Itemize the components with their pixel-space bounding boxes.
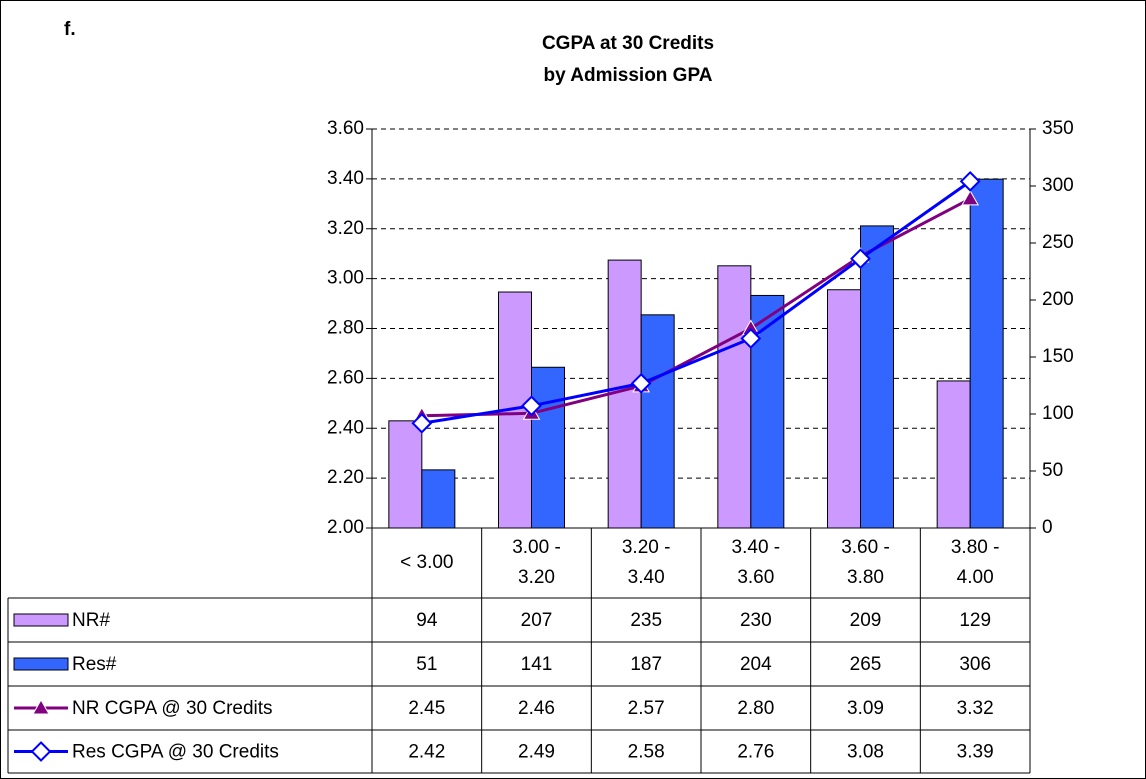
bar xyxy=(860,225,894,529)
table-value: 2.57 xyxy=(628,698,665,719)
marker xyxy=(521,395,542,417)
table-value: 2.42 xyxy=(408,742,445,763)
table-value: 3.32 xyxy=(957,698,994,719)
table-value: 2.58 xyxy=(628,742,665,763)
y-tick-label: 2.80 xyxy=(327,318,364,339)
table-value: 3.39 xyxy=(957,742,994,763)
table-value: 265 xyxy=(850,654,882,675)
x-tick-label: 3.00 - 3.20 xyxy=(512,537,561,588)
table-value: 204 xyxy=(740,654,772,675)
y-tick-label: 3.60 xyxy=(327,118,364,139)
marker xyxy=(740,328,762,349)
marker xyxy=(961,189,980,206)
table-value: 2.45 xyxy=(408,698,445,719)
table-value: 306 xyxy=(959,654,991,675)
table-value: 129 xyxy=(959,610,991,631)
marker xyxy=(630,372,652,394)
y-tick-label: 2.40 xyxy=(327,417,364,438)
table-value: 235 xyxy=(630,610,662,631)
bar xyxy=(531,366,565,529)
legend-label: NR# xyxy=(72,610,110,631)
table-value: 187 xyxy=(630,654,662,675)
y-tick-label: 3.00 xyxy=(327,268,364,289)
marker xyxy=(411,412,433,434)
table-value: 2.76 xyxy=(737,742,774,763)
legend-marker xyxy=(32,698,50,715)
legend-label: Res# xyxy=(72,654,117,675)
table-value: 207 xyxy=(521,610,553,631)
y-tick-label: 3.20 xyxy=(327,218,364,239)
line xyxy=(421,180,972,425)
bar xyxy=(717,265,752,529)
x-tick-label: 3.20 - 3.40 xyxy=(621,537,671,588)
y-tick-label: 2.00 xyxy=(327,517,364,538)
marker xyxy=(850,248,871,270)
table-value: 209 xyxy=(850,610,882,631)
bar xyxy=(936,380,971,529)
bar xyxy=(640,314,675,529)
x-tick-label: 3.60 - 3.80 xyxy=(841,537,890,588)
bar xyxy=(421,469,456,529)
table-value: 141 xyxy=(521,654,553,675)
bar xyxy=(969,178,1004,529)
y2-tick-label: 200 xyxy=(1042,289,1074,310)
y-tick-label: 2.60 xyxy=(327,367,364,388)
chart-subtitle: by Admission GPA xyxy=(544,65,713,86)
y-tick-label: 3.40 xyxy=(327,168,364,189)
y2-tick-label: 350 xyxy=(1042,118,1074,139)
legend-marker xyxy=(30,741,52,762)
table-value: 2.46 xyxy=(518,698,555,719)
table-value: 230 xyxy=(740,610,772,631)
legend-label: NR CGPA @ 30 Credits xyxy=(72,698,273,719)
bar xyxy=(827,289,861,529)
panel-label: f. xyxy=(64,19,76,40)
y2-tick-label: 100 xyxy=(1042,403,1074,424)
x-tick-label: 3.80 - 4.00 xyxy=(950,537,1000,588)
y2-tick-label: 0 xyxy=(1042,517,1053,538)
y2-tick-label: 150 xyxy=(1042,346,1074,367)
table-value: 51 xyxy=(416,654,437,675)
legend-key xyxy=(13,657,69,671)
table-value: 3.09 xyxy=(847,698,884,719)
marker xyxy=(959,170,981,192)
y2-tick-label: 300 xyxy=(1042,175,1074,196)
table-value: 2.49 xyxy=(518,742,555,763)
bar xyxy=(388,420,423,529)
table-value: 94 xyxy=(416,610,438,631)
table-value: 2.80 xyxy=(737,698,774,719)
table-value: 3.08 xyxy=(847,742,884,763)
chart-title: CGPA at 30 Credits xyxy=(542,33,714,54)
x-tick-label: 3.40 - 3.60 xyxy=(731,537,781,588)
y2-tick-label: 50 xyxy=(1042,460,1063,481)
y-tick-label: 2.20 xyxy=(327,467,364,488)
x-tick-label: < 3.00 xyxy=(400,552,454,573)
y2-tick-label: 250 xyxy=(1042,232,1074,253)
legend-label: Res CGPA @ 30 Credits xyxy=(72,742,279,763)
legend-key xyxy=(13,613,69,627)
